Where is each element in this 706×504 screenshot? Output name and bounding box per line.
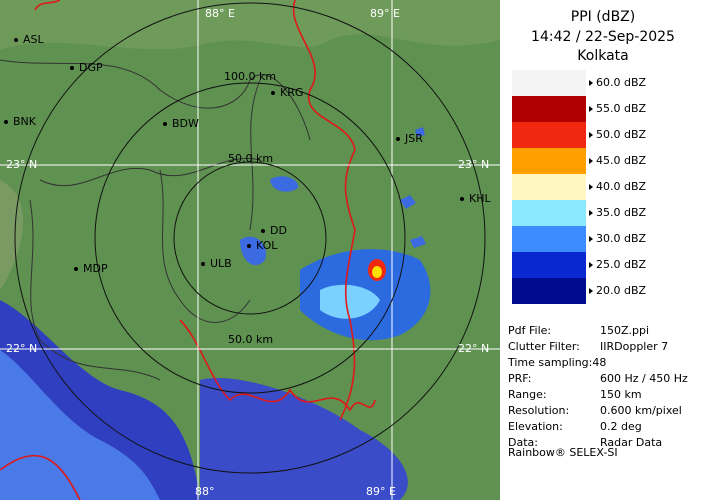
info-value: Radar Data — [600, 436, 662, 449]
place-dot — [271, 91, 275, 95]
place-label: DGP — [79, 61, 103, 74]
station: Kolkata — [577, 48, 628, 64]
info-value: 150Z.ppi — [600, 324, 649, 337]
place-label: JSR — [404, 132, 423, 145]
place-label: BNK — [13, 115, 37, 128]
legend-swatch — [512, 96, 586, 122]
info-value: IIRDoppler 7 — [600, 340, 668, 353]
district-boundaries — [0, 59, 311, 381]
place-label: MDP — [83, 262, 108, 275]
info-label: Time sampling:48 — [507, 356, 606, 369]
legend-pointer — [589, 210, 593, 216]
footer: Rainbow® SELEX-SI — [508, 446, 618, 459]
info-value: 600 Hz / 450 Hz — [600, 372, 688, 385]
place-dot — [201, 262, 205, 266]
radar-echo — [0, 350, 160, 500]
legend-label: 30.0 dBZ — [596, 232, 647, 245]
place-dot — [70, 66, 74, 70]
map: 88° E 89° E 23° N 23° N 22° N 22° N 88° 89° E 10… — [0, 0, 500, 501]
legend-label: 20.0 dBZ — [596, 284, 647, 297]
info-value: 0.600 km/pixel — [600, 404, 682, 417]
legend-pointer — [589, 262, 593, 268]
info-panel: PPI (dBZ) 14:42 / 22-Sep-2025 Kolkata 60… — [500, 0, 706, 500]
legend-swatch — [512, 226, 586, 252]
range-label: 50.0 km — [228, 152, 273, 165]
info-label: Elevation: — [508, 420, 563, 433]
legend-label: 45.0 dBZ — [596, 154, 647, 167]
place-dot — [4, 120, 8, 124]
timestamp: 14:42 / 22-Sep-2025 — [531, 29, 675, 45]
border — [0, 0, 376, 501]
legend-pointer — [589, 106, 593, 112]
place-dot — [14, 38, 18, 42]
legend-label: 55.0 dBZ — [596, 102, 647, 115]
grid-label: 22° N — [458, 342, 489, 355]
legend-pointer — [589, 132, 593, 138]
info-label: Range: — [508, 388, 547, 401]
legend-swatch — [512, 200, 586, 226]
range-label: 50.0 km — [228, 333, 273, 346]
grid-label: 23° N — [6, 158, 37, 171]
radar-echo — [320, 284, 380, 319]
radar-echo — [240, 236, 266, 266]
place-dot — [163, 122, 167, 126]
legend-label: 50.0 dBZ — [596, 128, 647, 141]
legend-swatch — [512, 70, 586, 96]
grid-label: 89° E — [366, 485, 396, 498]
legend-swatch — [512, 148, 586, 174]
radar-echo — [270, 176, 299, 192]
place-dot — [396, 137, 400, 141]
place-dot — [460, 197, 464, 201]
legend-label: 35.0 dBZ — [596, 206, 647, 219]
info-label: Clutter Filter: — [508, 340, 580, 353]
info-label: Pdf File: — [508, 324, 551, 337]
legend-swatch — [512, 252, 586, 278]
place-label: KOL — [256, 239, 278, 252]
grid-label: 88° — [195, 485, 215, 498]
info-label: Resolution: — [508, 404, 569, 417]
place-label: KRG — [280, 86, 303, 99]
grid-label: 89° E — [370, 7, 400, 20]
legend-swatch — [512, 122, 586, 148]
info-label: Data: — [508, 436, 538, 449]
grid-label: 88° E — [205, 7, 235, 20]
radar-echo — [372, 266, 382, 278]
legend-pointer — [589, 80, 593, 86]
range-label: 100.0 km — [224, 70, 276, 83]
place-label: DD — [270, 224, 287, 237]
legend-pointer — [589, 184, 593, 190]
legend-label: 40.0 dBZ — [596, 180, 647, 193]
info-value: 0.2 deg — [600, 420, 642, 433]
legend-swatch — [512, 174, 586, 200]
range-rings — [14, 2, 486, 474]
place-dot — [247, 244, 251, 248]
place-label: ASL — [23, 33, 45, 46]
place-label: ULB — [210, 257, 232, 270]
place-label: BDW — [172, 117, 199, 130]
legend-label: 60.0 dBZ — [596, 76, 647, 89]
legend-pointer — [589, 288, 593, 294]
panel-title: PPI (dBZ) — [571, 9, 635, 25]
legend-pointer — [589, 158, 593, 164]
grid-label: 22° N — [6, 342, 37, 355]
info-label: PRF: — [508, 372, 531, 385]
place-label: KHL — [469, 192, 491, 205]
legend-pointer — [589, 236, 593, 242]
info-value: 150 km — [600, 388, 642, 401]
radar-echo — [200, 378, 408, 500]
legend-swatch — [512, 278, 586, 304]
terrain — [0, 0, 500, 50]
place-dot — [74, 267, 78, 271]
grid-label: 23° N — [458, 158, 489, 171]
place-dot — [261, 229, 265, 233]
legend-label: 25.0 dBZ — [596, 258, 647, 271]
lat-lon-grid — [0, 0, 500, 500]
